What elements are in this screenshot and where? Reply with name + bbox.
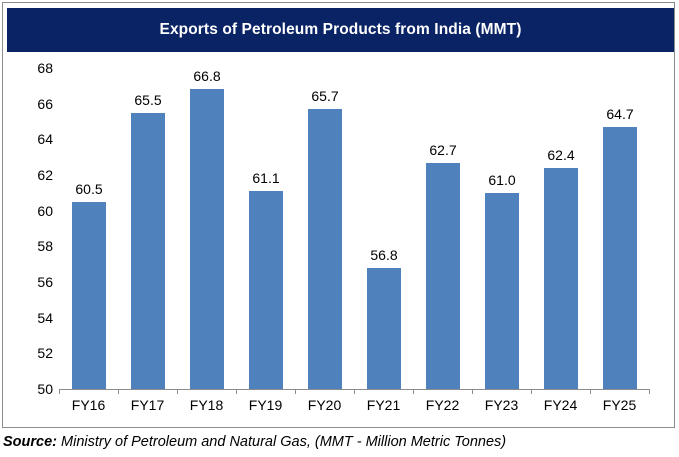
bar-FY22 <box>426 163 460 389</box>
bar-value-label: 61.1 <box>252 170 280 186</box>
bar-value-label: 62.4 <box>547 147 575 163</box>
x-tick-mark <box>354 389 355 394</box>
x-category-label: FY16 <box>71 397 106 413</box>
y-tick-label: 54 <box>37 309 53 326</box>
source-text: Ministry of Petroleum and Natural Gas, (… <box>57 434 507 450</box>
x-category-label: FY24 <box>543 397 578 413</box>
x-tick-mark <box>236 389 237 394</box>
bar-FY20 <box>308 109 342 389</box>
bar-value-label: 62.7 <box>429 142 457 158</box>
x-tick-mark <box>472 389 473 394</box>
y-tick-label: 56 <box>37 274 53 290</box>
y-tick-label: 60 <box>37 202 53 219</box>
bar-FY25 <box>603 127 637 389</box>
source-note: Source: Ministry of Petroleum and Natura… <box>3 434 506 450</box>
y-tick-label: 62 <box>37 167 53 183</box>
x-tick-mark <box>590 389 591 394</box>
bar-value-label: 56.8 <box>370 247 398 263</box>
y-tick-label: 68 <box>37 60 53 76</box>
bar-value-label: 60.5 <box>75 181 103 197</box>
x-tick-mark <box>413 389 414 394</box>
y-tick-label: 58 <box>37 238 53 255</box>
x-tick-mark <box>177 389 178 394</box>
x-category-label: FY23 <box>484 397 519 413</box>
x-category-label: FY18 <box>189 397 224 413</box>
bar-FY23 <box>485 193 519 389</box>
bar-value-label: 64.7 <box>606 106 634 122</box>
x-tick-mark <box>118 389 119 394</box>
y-tick-label: 66 <box>37 95 53 112</box>
x-tick-mark <box>531 389 532 394</box>
bar-value-label: 65.7 <box>311 88 339 104</box>
x-category-label: FY22 <box>425 397 460 413</box>
bar-value-label: 66.8 <box>193 68 221 84</box>
x-category-label: FY21 <box>366 397 401 413</box>
y-tick-label: 64 <box>37 131 53 148</box>
chart-title-bar: Exports of Petroleum Products from India… <box>7 8 674 52</box>
x-category-label: FY25 <box>602 397 637 413</box>
bar-FY24 <box>544 168 578 389</box>
bar-FY18 <box>190 89 224 389</box>
y-tick-label: 50 <box>37 381 53 397</box>
bar-FY16 <box>72 202 106 389</box>
x-category-label: FY19 <box>248 397 283 413</box>
source-label: Source: <box>3 434 57 450</box>
bar-value-label: 61.0 <box>488 172 516 188</box>
bar-FY19 <box>249 191 283 389</box>
y-tick-label: 52 <box>37 345 53 362</box>
x-category-label: FY20 <box>307 397 342 413</box>
bar-FY21 <box>367 268 401 389</box>
bar-FY17 <box>131 113 165 389</box>
x-category-label: FY17 <box>130 397 165 413</box>
x-tick-mark <box>295 389 296 394</box>
x-tick-mark <box>649 389 650 394</box>
x-tick-mark <box>59 389 60 394</box>
bar-value-label: 65.5 <box>134 92 162 108</box>
chart-title: Exports of Petroleum Products from India… <box>159 21 522 38</box>
